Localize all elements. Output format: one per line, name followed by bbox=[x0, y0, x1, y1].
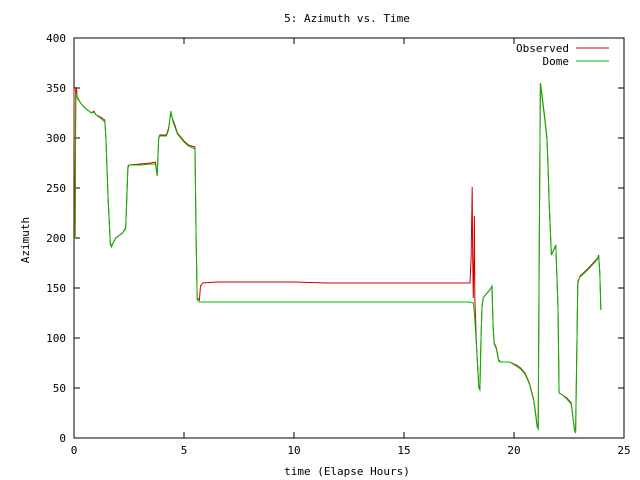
y-tick-label: 350 bbox=[46, 82, 66, 95]
y-tick-label: 50 bbox=[53, 382, 66, 395]
y-axis-label: Azimuth bbox=[19, 217, 32, 263]
x-tick-label: 15 bbox=[397, 444, 410, 457]
y-tick-label: 150 bbox=[46, 282, 66, 295]
x-tick-label: 0 bbox=[71, 444, 78, 457]
y-tick-label: 200 bbox=[46, 232, 66, 245]
y-tick-label: 250 bbox=[46, 182, 66, 195]
legend-label-observed: Observed bbox=[516, 42, 569, 55]
x-tick-label: 20 bbox=[507, 444, 520, 457]
series-line-observed bbox=[73, 82, 602, 434]
y-tick-label: 300 bbox=[46, 132, 66, 145]
y-tick-label: 0 bbox=[59, 432, 66, 445]
chart-title: 5: Azimuth vs. Time bbox=[284, 12, 410, 25]
y-tick-label: 400 bbox=[46, 32, 66, 45]
series-lines bbox=[73, 82, 602, 434]
y-tick-label: 100 bbox=[46, 332, 66, 345]
x-tick-label: 10 bbox=[287, 444, 300, 457]
series-line-dome bbox=[73, 82, 602, 434]
legend-label-dome: Dome bbox=[543, 55, 570, 68]
plot-area-frame bbox=[73, 37, 625, 439]
y-axis-ticks: 0 50 100 150 200 250 300 350 400 bbox=[46, 32, 624, 445]
x-axis-label: time (Elapse Hours) bbox=[284, 465, 410, 478]
x-tick-label: 5 bbox=[181, 444, 188, 457]
x-tick-label: 25 bbox=[617, 444, 630, 457]
x-axis-ticks: 0 5 10 15 20 25 bbox=[71, 38, 631, 457]
